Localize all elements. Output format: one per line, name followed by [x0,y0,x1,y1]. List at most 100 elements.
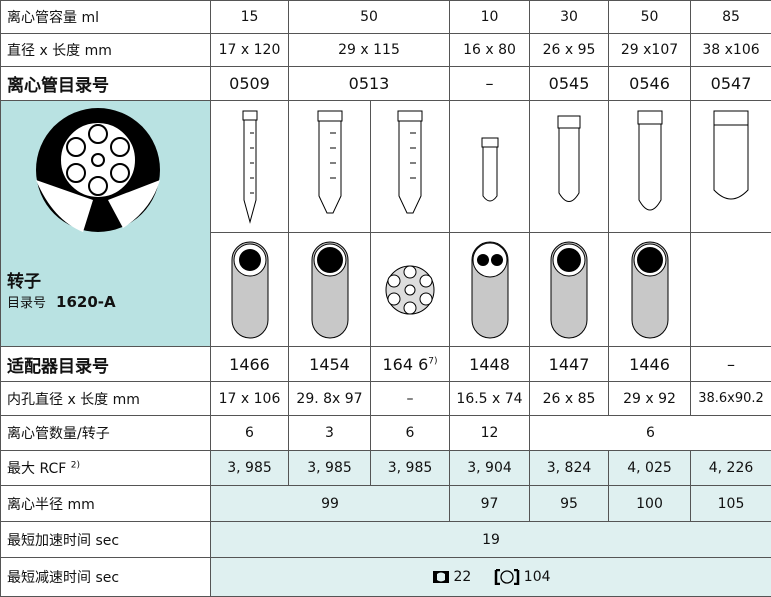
row: 适配器目录号 1466 1454 164 67) 1448 1447 1446 … [1,347,771,382]
cell: – [450,67,530,101]
cell: 6 [211,416,289,451]
row: 离心管目录号 0509 0513 – 0545 0546 0547 [1,67,771,101]
cell: 50 [289,1,450,34]
cell: 15 [211,1,289,34]
adapter-icon [625,238,675,342]
cell: 29 x 92 [609,382,691,416]
cell: 3, 985 [289,451,371,486]
row-label: 离心管目录号 [1,67,211,101]
row: 离心管容量 ml 15 50 10 30 50 85 [1,1,771,34]
tube-icon [549,108,589,226]
tube-cell [450,101,530,233]
cell: 1446 [609,347,691,382]
rotor-insert-icon [378,255,442,325]
cell: 0513 [289,67,450,101]
row: 离心半径 mm 99 97 95 100 105 [1,486,771,522]
tube-icon [310,108,350,226]
cell: 0509 [211,67,289,101]
cell: 30 [530,1,609,34]
tube-icon [390,108,430,226]
cell: 0546 [609,67,691,101]
adapter-cell [211,233,289,347]
brake-icon [432,570,450,584]
row-label: 离心管数量/转子 [1,416,211,451]
cell: 26 x 85 [530,382,609,416]
tube-icon [706,108,756,226]
cell: 99 [211,486,450,522]
tube-icon [475,108,505,226]
cell: 16.5 x 74 [450,382,530,416]
cell: 26 x 95 [530,34,609,67]
cell-text: 104 [524,569,551,585]
adapter-icon [465,238,515,342]
cell: 1448 [450,347,530,382]
tube-icon [235,108,265,226]
cell: 22 104 [211,558,771,597]
rotor-title: 转子 [7,267,210,292]
rotor-catalog-label: 目录号 [7,296,46,311]
cell: 95 [530,486,609,522]
adapter-icon [225,238,275,342]
cell: 85 [691,1,771,34]
brake-icon [494,569,520,585]
cell: – [371,382,450,416]
rotor-cell: 转子 目录号 1620-A [1,101,211,347]
cell: 38 x106 [691,34,771,67]
adapter-cell [609,233,691,347]
tube-cell [289,101,371,233]
cell: 1466 [211,347,289,382]
row: 最短减速时间 sec 22 104 [1,558,771,597]
cell: 3, 824 [530,451,609,486]
cell: 16 x 80 [450,34,530,67]
adapter-cell [450,233,530,347]
adapter-icon [544,238,594,342]
tube-icon [630,108,670,226]
row-label: 适配器目录号 [1,347,211,382]
cell: 19 [211,522,771,558]
tube-cell [609,101,691,233]
cell: 17 x 106 [211,382,289,416]
row: 离心管数量/转子 6 3 6 12 6 [1,416,771,451]
cell-text: 164 6 [382,355,428,374]
cell: 105 [691,486,771,522]
cell: 17 x 120 [211,34,289,67]
rotor-catalog: 1620-A [56,293,116,311]
cell-text: 22 [454,569,472,585]
cell: 3, 904 [450,451,530,486]
cell: 0547 [691,67,771,101]
cell: 100 [609,486,691,522]
cell: 38.6x90.2 [691,382,771,416]
adapter-icon [305,238,355,342]
cell: 6 [371,416,450,451]
row: 内孔直径 x 长度 mm 17 x 106 29. 8x 97 – 16.5 x… [1,382,771,416]
cell: 4, 226 [691,451,771,486]
cell: 10 [450,1,530,34]
adapter-cell [289,233,371,347]
cell: 164 67) [371,347,450,382]
cell: 12 [450,416,530,451]
cell: 97 [450,486,530,522]
row-label: 直径 x 长度 mm [1,34,211,67]
row-label: 最大 RCF 2) [1,451,211,486]
cell: 6 [530,416,771,451]
row: 最大 RCF 2) 3, 985 3, 985 3, 985 3, 904 3,… [1,451,771,486]
row-label: 离心半径 mm [1,486,211,522]
rotor-label: 转子 目录号 1620-A [7,267,210,311]
row-label: 最短减速时间 sec [1,558,211,597]
cell: 1454 [289,347,371,382]
tube-cell [530,101,609,233]
tube-cell [211,101,289,233]
row-label: 离心管容量 ml [1,1,211,34]
cell: 29 x107 [609,34,691,67]
cell: 4, 025 [609,451,691,486]
row-label: 内孔直径 x 长度 mm [1,382,211,416]
label-text: 最大 RCF [7,461,66,477]
rotor-icon [33,105,163,235]
row: 直径 x 长度 mm 17 x 120 29 x 115 16 x 80 26 … [1,34,771,67]
cell: 3, 985 [211,451,289,486]
cell: – [691,347,771,382]
cell: 50 [609,1,691,34]
